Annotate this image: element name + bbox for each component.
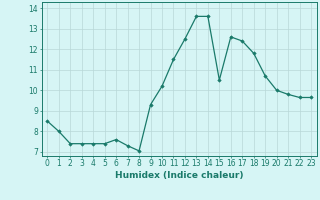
X-axis label: Humidex (Indice chaleur): Humidex (Indice chaleur) — [115, 171, 244, 180]
